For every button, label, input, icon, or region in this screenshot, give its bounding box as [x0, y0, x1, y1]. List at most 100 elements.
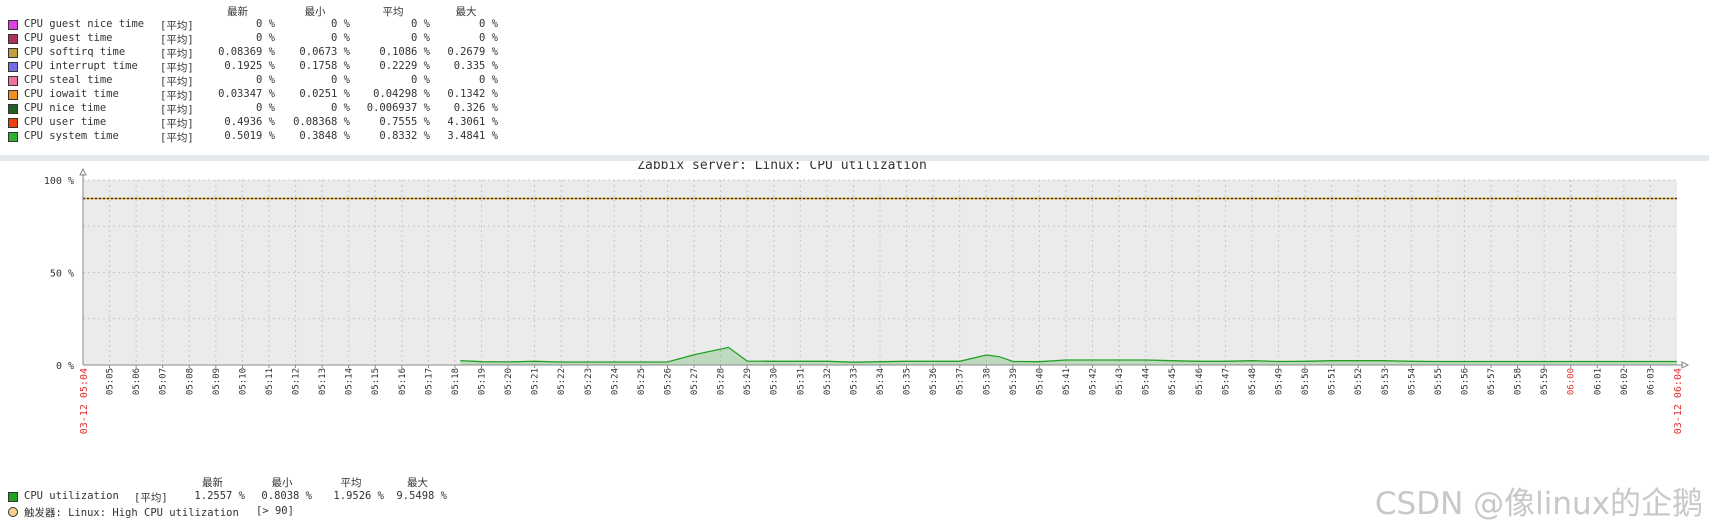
- legend-item-name: CPU nice time: [24, 102, 107, 114]
- legend-item-avg: 0.7555 %: [379, 116, 430, 128]
- legend-item-last: 0 %: [256, 74, 275, 86]
- legend-item-name: CPU utilization: [24, 490, 119, 502]
- x-tick-label: 05:51: [1328, 368, 1338, 395]
- x-tick-label: 05:27: [690, 368, 700, 395]
- x-tick-label: 05:28: [717, 368, 727, 395]
- legend-item-last: 0 %: [256, 32, 275, 44]
- y-axis-ticks: 100 % 50 % 0 %: [44, 176, 74, 372]
- x-tick-label: 05:11: [265, 368, 275, 395]
- legend-item-avg: 0.8332 %: [379, 130, 430, 142]
- x-tick-label: 05:13: [318, 368, 328, 395]
- legend-item-last: 0.4936 %: [224, 116, 275, 128]
- legend-color-swatch: [8, 118, 18, 128]
- legend-item-name: CPU user time: [24, 116, 107, 128]
- axes: [79, 167, 1690, 369]
- legend-item-min: 0.0673 %: [299, 46, 350, 58]
- x-tick-label: 05:12: [292, 368, 302, 395]
- legend-item-func: [平均]: [160, 132, 194, 144]
- x-tick-label: 05:33: [849, 368, 859, 395]
- x-tick-label: 05:19: [478, 368, 488, 395]
- bottom-header-avg: 平均: [340, 477, 362, 489]
- legend-item-name: CPU softirq time: [24, 46, 126, 58]
- legend-color-swatch: [8, 90, 18, 100]
- legend-item-min: 0.0251 %: [299, 88, 350, 100]
- legend-item-min: 0 %: [331, 32, 350, 44]
- legend-color-swatch: [8, 48, 18, 58]
- legend-item-max: 0 %: [479, 32, 498, 44]
- x-tick-label: 05:05: [106, 368, 116, 395]
- bottom-header-max: 最大: [407, 477, 428, 489]
- legend-item-func: [平均]: [160, 34, 194, 46]
- legend-item-func: [平均]: [160, 20, 194, 32]
- x-tick-label: 05:35: [903, 368, 913, 395]
- x-tick-label: 05:50: [1301, 368, 1311, 395]
- legend-item-max: 0.326 %: [453, 102, 498, 114]
- legend-item-min: 0.1758 %: [299, 60, 350, 72]
- legend-item-name: CPU guest nice time: [24, 18, 145, 30]
- trigger-condition: [> 90]: [256, 505, 294, 517]
- y-tick-label: 0 %: [56, 361, 74, 372]
- x-tick-label: 05:53: [1381, 368, 1391, 395]
- x-end-label: 03-12 06:04: [1673, 368, 1684, 434]
- legend-color-swatch: [8, 20, 18, 30]
- x-tick-label: 05:38: [982, 368, 992, 395]
- legend-item-func: [平均]: [134, 492, 168, 504]
- x-tick-label: 05:47: [1221, 368, 1231, 395]
- legend-item-last: 0.5019 %: [224, 130, 275, 142]
- x-tick-label: 05:54: [1407, 368, 1417, 395]
- legend-item-func: [平均]: [160, 76, 194, 88]
- header-max: 最大: [455, 6, 477, 18]
- legend-color-swatch: [8, 34, 18, 44]
- header-last: 最新: [227, 6, 248, 18]
- x-tick-label: 05:22: [557, 368, 567, 395]
- cpu-utilization-graph: Zabbix server: Linux: CPU utilization 10…: [44, 161, 1690, 434]
- legend-item-last: 0 %: [256, 18, 275, 30]
- legend-item-max: 0 %: [479, 74, 498, 86]
- series-area: [460, 346, 1678, 365]
- trigger-circle-icon: [8, 507, 18, 517]
- watermark: CSDN @像linux的企鹅: [1374, 486, 1703, 522]
- legend-item-func: [平均]: [160, 118, 194, 130]
- legend-item-max: 0.1342 %: [447, 88, 498, 100]
- x-tick-label: 05:57: [1487, 368, 1497, 395]
- legend-item-last: 1.2557 %: [194, 490, 245, 502]
- x-tick-label: 05:40: [1035, 368, 1045, 395]
- x-tick-label: 05:59: [1540, 368, 1550, 395]
- x-tick-label: 05:37: [956, 368, 966, 395]
- header-avg: 平均: [382, 6, 404, 18]
- legend-item-name: CPU system time: [24, 130, 119, 142]
- x-tick-label: 05:23: [584, 368, 594, 395]
- legend-item-last: 0.03347 %: [218, 88, 275, 100]
- legend-color-swatch: [8, 492, 18, 502]
- y-axis-arrow-icon: [79, 167, 87, 176]
- x-tick-label: 05:52: [1354, 368, 1364, 395]
- legend-item-name: CPU steal time: [24, 74, 113, 86]
- x-tick-label: 05:25: [637, 368, 647, 395]
- x-tick-label: 05:15: [371, 368, 381, 395]
- x-tick-label: 05:43: [1115, 368, 1125, 395]
- x-tick-label: 05:36: [929, 368, 939, 395]
- legend-item-min: 0 %: [331, 74, 350, 86]
- legend-item-max: 4.3061 %: [447, 116, 498, 128]
- graph-separator: [0, 155, 1709, 161]
- y-tick-label: 100 %: [44, 176, 74, 187]
- x-tick-label: 05:58: [1514, 368, 1524, 395]
- x-tick-label: 05:31: [796, 368, 806, 395]
- x-tick-label: 05:34: [876, 368, 886, 395]
- series-area-fill: [460, 347, 1678, 365]
- legend-item-min: 0.08368 %: [293, 116, 350, 128]
- legend-item-avg: 0.006937 %: [366, 102, 430, 114]
- x-tick-label: 05:24: [610, 368, 620, 395]
- x-tick-label: 05:42: [1089, 368, 1099, 395]
- bottom-header-min: 最小: [271, 477, 293, 489]
- x-tick-label: 05:26: [663, 368, 673, 395]
- x-tick-label: 05:30: [770, 368, 780, 395]
- legend-item-max: 0.2679 %: [447, 46, 498, 58]
- legend-color-swatch: [8, 132, 18, 142]
- legend-item-last: 0.08369 %: [218, 46, 275, 58]
- x-tick-label: 05:18: [451, 368, 461, 395]
- x-tick-label: 05:55: [1434, 368, 1444, 395]
- legend-item-min: 0.8038 %: [261, 490, 312, 502]
- x-tick-label: 05:10: [238, 368, 248, 395]
- legend-item-name: CPU interrupt time: [24, 60, 138, 72]
